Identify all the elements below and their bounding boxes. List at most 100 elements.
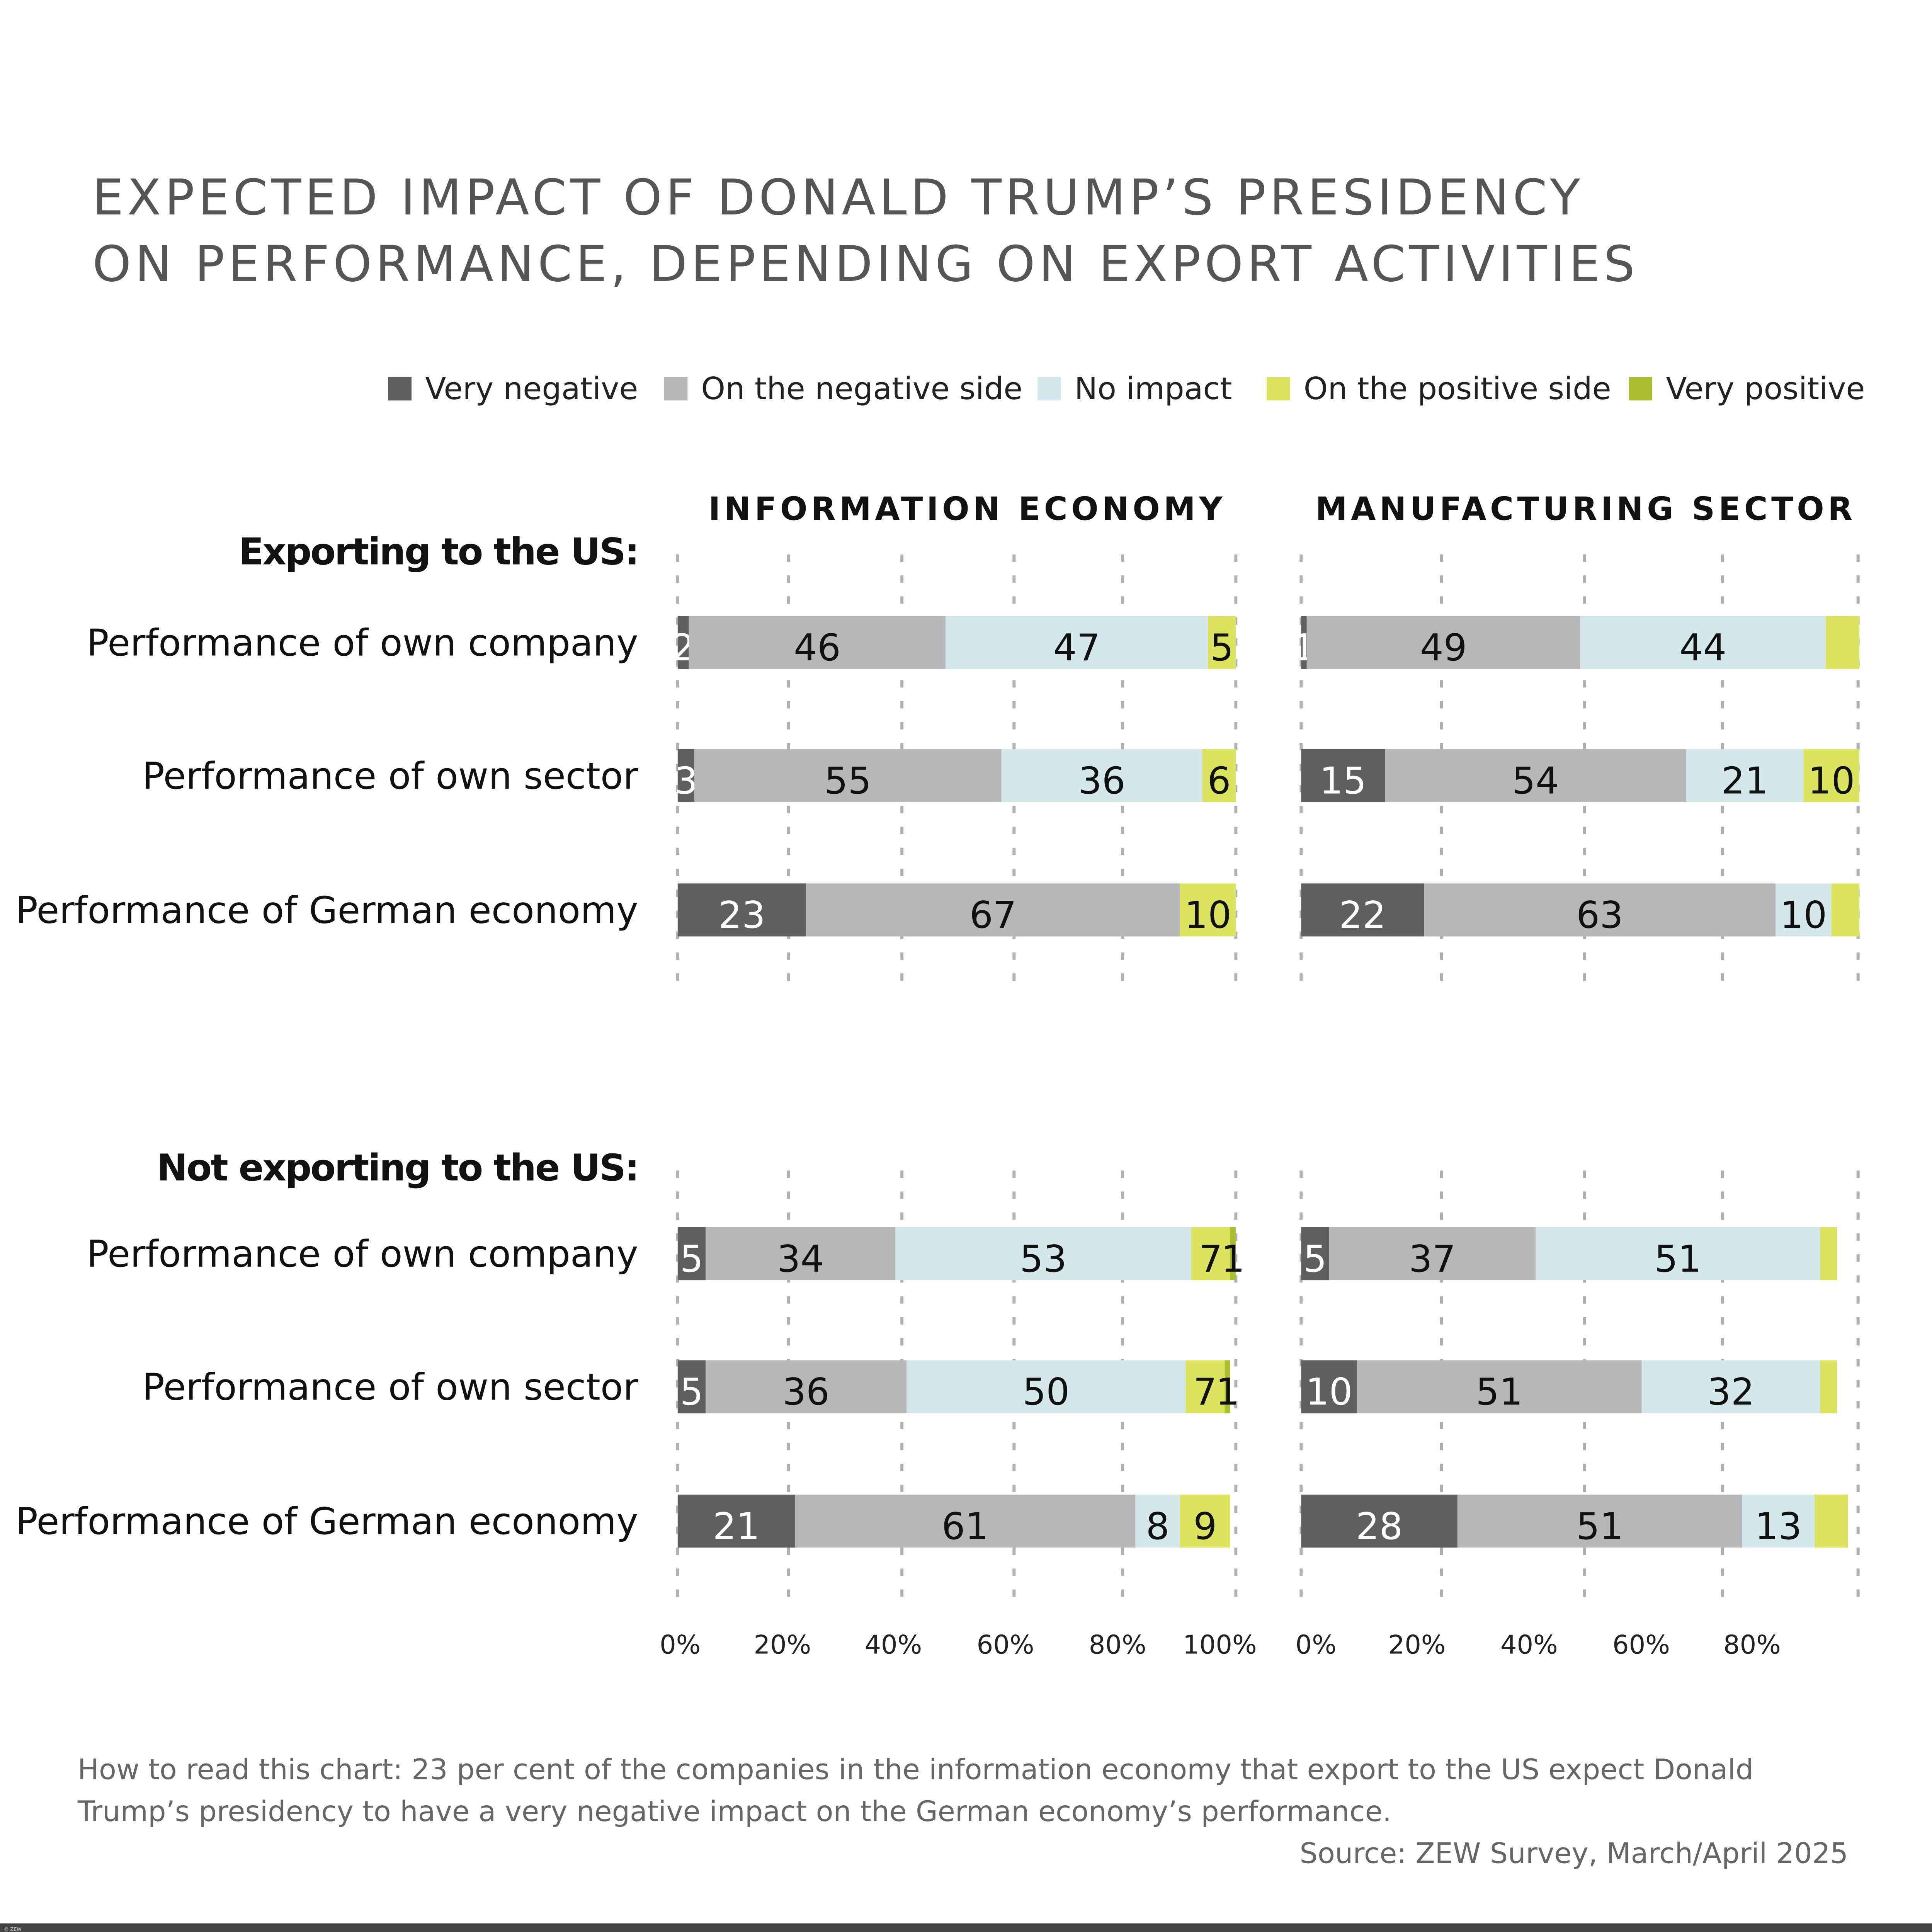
data-label: 23 [718,893,765,937]
bar-segment [946,616,1208,669]
data-label: 10 [1780,893,1827,937]
data-label: 54 [1512,759,1559,803]
data-label: 50 [1022,1370,1070,1413]
bar-segment [1357,1360,1642,1413]
legend-label: On the positive side [1304,371,1611,406]
chart-title-line-1: EXPECTED IMPACT OF DONALD TRUMP’S PRESID… [92,169,1584,226]
panel-title: MANUFACTURING SECTOR [1315,490,1856,528]
data-label: 9 [1193,1505,1217,1548]
x-tick-label: 0% [660,1629,701,1660]
bar-segment [1135,1494,1180,1548]
bar-segment [677,1227,706,1281]
legend-swatch [1629,377,1653,401]
data-label: 67 [969,893,1017,937]
x-tick-label: 0% [1296,1629,1337,1660]
x-tick-label: 20% [1388,1629,1446,1660]
data-label: 51 [1476,1370,1523,1413]
category-label: Performance of German economy [15,1500,638,1543]
data-label: 51 [1655,1237,1702,1281]
data-label: 37 [1409,1237,1456,1281]
x-tick-label: 100% [1183,1629,1257,1660]
data-label: 7 [1193,1370,1217,1413]
bar-segment [895,1227,1191,1281]
bar-segment [1815,1494,1848,1548]
category-label: Performance of own sector [142,754,638,798]
bar-segment [1580,616,1826,669]
data-label: 5 [1303,1237,1327,1281]
bar-segment [1301,1494,1458,1548]
data-label: 34 [777,1237,824,1281]
data-label: 3 [674,759,698,803]
bar-segment [1329,1227,1536,1281]
legend-swatch [1037,377,1061,401]
legend-swatch [664,377,688,401]
category-label: Performance of German economy [15,888,638,932]
bar-segment [1831,883,1859,937]
bar-segment [1191,1227,1230,1281]
data-label: 22 [1339,893,1386,937]
data-label: 8 [1146,1505,1170,1548]
bar-segment [1457,1494,1742,1548]
bar-segment [1776,883,1832,937]
data-label: 53 [1020,1237,1067,1281]
bar-segment [1225,1360,1230,1413]
bar-segment [1301,1360,1357,1413]
legend: Very negative On the negative side No impa… [388,371,1865,406]
footnote-line-1: How to read this chart: 23 per cent of t… [78,1753,1753,1786]
bar-segment [1424,883,1776,937]
data-label: 7 [1199,1237,1223,1281]
bar-segment [1301,616,1307,669]
data-label: 51 [1576,1505,1623,1548]
bar-segment [689,616,946,669]
bar-segment [1001,749,1202,802]
data-label: 55 [825,759,872,803]
x-tick-label: 80% [1723,1629,1781,1660]
category-label: Performance of own sector [142,1365,638,1408]
category-label: Performance of own company [87,621,638,664]
source-note: Source: ZEW Survey, March/April 2025 [1299,1837,1848,1870]
bar-segment [1820,1227,1837,1281]
bar-segment [1803,749,1859,802]
x-tick-label: 60% [977,1629,1034,1660]
data-label: 32 [1708,1370,1755,1413]
legend-swatch [388,377,412,401]
bar-segment [1202,749,1236,802]
bar-segment [1301,749,1385,802]
data-label: 5 [1210,626,1234,669]
legend-label: Very positive [1666,371,1865,406]
x-tick-label: 20% [753,1629,811,1660]
data-label: 10 [1808,759,1855,803]
x-tick-label: 80% [1089,1629,1146,1660]
bar-segment [1641,1360,1820,1413]
bar-segment [1826,616,1859,669]
data-label: 44 [1680,626,1727,669]
data-label: 21 [1721,759,1769,803]
data-label: 36 [1078,759,1126,803]
x-tick-label: 60% [1612,1629,1670,1660]
x-tick-label: 40% [864,1629,922,1660]
data-label: 46 [794,626,841,669]
bar-segment [1686,749,1804,802]
data-label: 10 [1184,893,1231,937]
bar-segment [1230,1227,1236,1281]
bar-segment [677,1494,795,1548]
bar-segment [1306,616,1580,669]
legend-label: Very negative [425,371,638,406]
data-label: 1 [1221,1237,1245,1281]
credit: © ZEW [4,1927,22,1932]
legend-label: No impact [1075,371,1232,406]
bar-segment [1742,1494,1815,1548]
bar-segment [1385,749,1687,802]
chart-title-line-2: ON PERFORMANCE, DEPENDING ON EXPORT ACTI… [92,236,1639,293]
category-label: Performance of own company [87,1232,638,1276]
bar-segment [706,1360,907,1413]
bar-segment [694,749,1002,802]
bar-segment [806,883,1180,937]
bar-segment [1180,883,1236,937]
bar-segment [677,1360,706,1413]
x-tick-label: 40% [1500,1629,1558,1660]
data-label: 49 [1420,626,1467,669]
bar-segment [1536,1227,1820,1281]
data-label: 6 [1208,759,1231,803]
